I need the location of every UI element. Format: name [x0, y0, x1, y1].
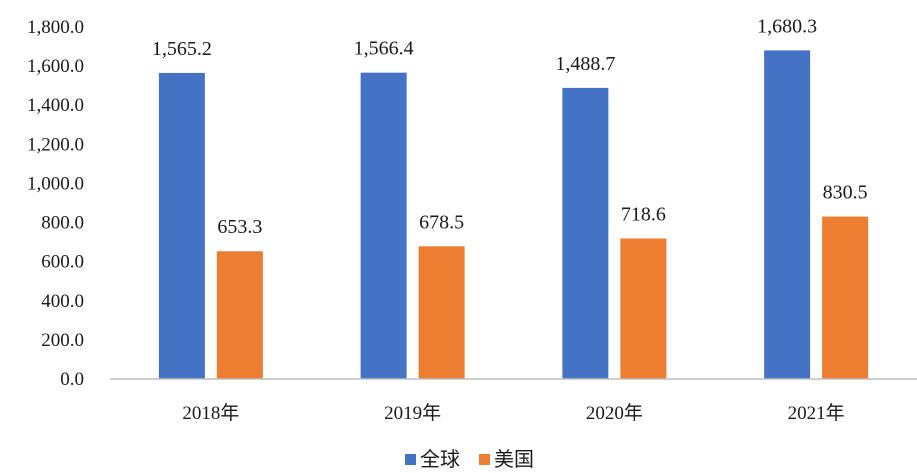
y-tick-label: 1,400.0	[27, 95, 84, 116]
y-tick-label: 1,600.0	[27, 56, 84, 77]
y-tick-label: 600.0	[41, 252, 84, 273]
y-tick-label: 0.0	[60, 369, 84, 390]
x-axis: 2018年 2019年 2020年 2021年	[182, 402, 844, 424]
data-label: 1,566.4	[354, 38, 414, 60]
y-axis: 0.0 200.0 400.0 600.0 800.0 1,000.0 1,200.0 1,4…	[27, 17, 84, 390]
data-label: 718.6	[621, 203, 666, 225]
x-tick-label: 2021年	[788, 402, 845, 424]
x-tick-label: 2019年	[384, 402, 441, 424]
data-label: 653.3	[217, 216, 262, 238]
legend-label-us: 美国	[494, 448, 534, 471]
legend: 全球 美国	[405, 448, 534, 471]
data-labels: 1,565.2 1,566.4 1,488.7 1,680.3 653.3 678.5 71…	[152, 15, 868, 238]
bars	[158, 50, 869, 380]
x-tick-label: 2020年	[586, 402, 643, 424]
data-label: 678.5	[419, 211, 464, 233]
bar-us	[620, 238, 667, 379]
legend-swatch-global	[405, 454, 416, 465]
bar-us	[418, 246, 465, 379]
legend-label-global: 全球	[420, 448, 460, 471]
y-tick-label: 400.0	[41, 291, 84, 312]
bar-global	[562, 87, 609, 380]
bar-us	[216, 251, 263, 379]
y-tick-label: 1,800.0	[27, 17, 84, 38]
bar-global	[158, 72, 205, 379]
x-tick-label: 2018年	[182, 402, 239, 424]
data-label: 1,488.7	[555, 53, 615, 75]
data-label: 1,680.3	[757, 15, 817, 37]
y-tick-label: 1,000.0	[27, 173, 84, 194]
y-tick-label: 800.0	[41, 213, 84, 234]
bar-global	[360, 72, 407, 380]
bar-us	[822, 216, 869, 379]
data-label: 830.5	[823, 182, 868, 204]
y-tick-label: 1,200.0	[27, 134, 84, 155]
bar-global	[764, 50, 811, 380]
data-label: 1,565.2	[152, 38, 212, 60]
y-tick-label: 200.0	[41, 330, 84, 351]
legend-swatch-us	[479, 454, 490, 465]
